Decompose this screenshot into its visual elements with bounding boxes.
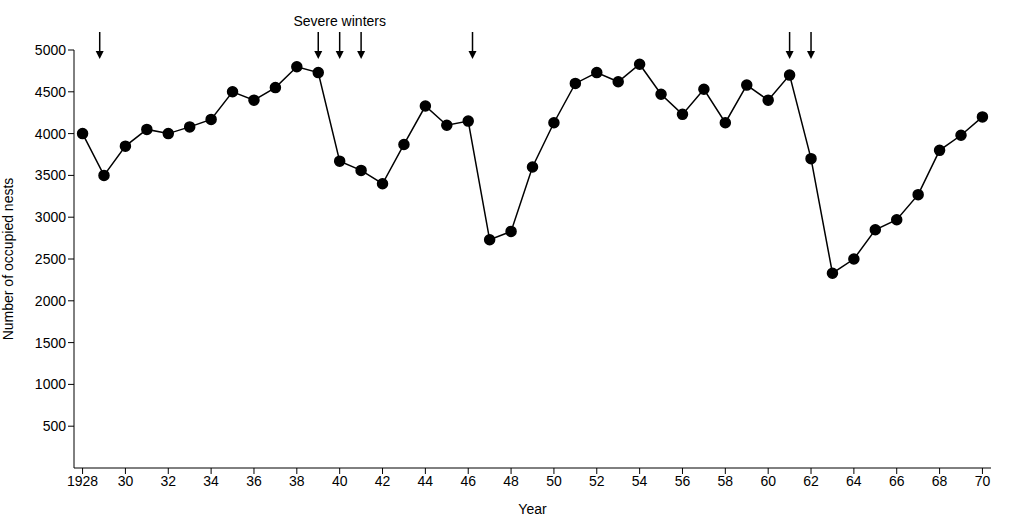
svg-text:2000: 2000	[35, 293, 66, 309]
svg-text:42: 42	[375, 473, 391, 489]
svg-text:3500: 3500	[35, 167, 66, 183]
svg-text:56: 56	[675, 473, 691, 489]
svg-text:66: 66	[889, 473, 905, 489]
svg-text:1000: 1000	[35, 376, 66, 392]
svg-text:46: 46	[460, 473, 476, 489]
svg-text:62: 62	[803, 473, 819, 489]
svg-text:Year: Year	[518, 501, 547, 517]
svg-text:40: 40	[332, 473, 348, 489]
svg-text:44: 44	[418, 473, 434, 489]
svg-text:34: 34	[203, 473, 219, 489]
svg-text:3000: 3000	[35, 209, 66, 225]
svg-text:54: 54	[632, 473, 648, 489]
svg-text:48: 48	[503, 473, 519, 489]
svg-text:60: 60	[760, 473, 776, 489]
svg-text:Severe winters: Severe winters	[293, 13, 386, 29]
svg-text:1928: 1928	[67, 473, 98, 489]
svg-text:1500: 1500	[35, 335, 66, 351]
svg-text:52: 52	[589, 473, 605, 489]
svg-text:58: 58	[718, 473, 734, 489]
svg-text:32: 32	[160, 473, 176, 489]
svg-text:5000: 5000	[35, 42, 66, 58]
svg-text:2500: 2500	[35, 251, 66, 267]
svg-text:38: 38	[289, 473, 305, 489]
svg-text:36: 36	[246, 473, 262, 489]
svg-text:30: 30	[118, 473, 134, 489]
svg-text:64: 64	[846, 473, 862, 489]
svg-text:4500: 4500	[35, 84, 66, 100]
svg-text:70: 70	[975, 473, 991, 489]
svg-text:Number of occupied nests: Number of occupied nests	[0, 178, 16, 341]
svg-text:500: 500	[43, 418, 67, 434]
svg-text:4000: 4000	[35, 126, 66, 142]
svg-text:68: 68	[932, 473, 948, 489]
svg-text:50: 50	[546, 473, 562, 489]
